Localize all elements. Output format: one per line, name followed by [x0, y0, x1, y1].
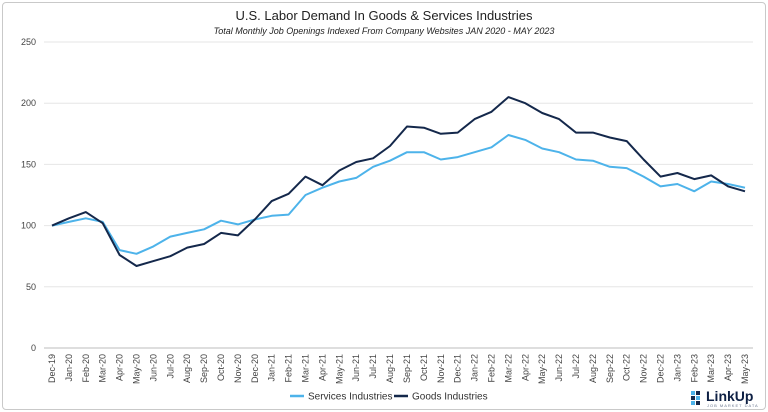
x-tick-label: Apr-22	[520, 354, 530, 381]
logo-tagline: JOB MARKET DATA	[707, 403, 759, 408]
y-tick-label: 100	[21, 221, 36, 231]
chart-subtitle: Total Monthly Job Openings Indexed From …	[213, 26, 555, 36]
x-tick-label: Apr-20	[115, 354, 125, 381]
legend: Services Industries Goods Industries	[290, 392, 488, 403]
series-lines	[51, 96, 746, 267]
x-tick-label: Jun-21	[351, 354, 361, 382]
x-tick-label: Dec-21	[453, 354, 463, 383]
x-tick-label: May-20	[132, 354, 142, 384]
y-tick-label: 250	[21, 37, 36, 47]
x-axis-ticks: Dec-19 Jan-20 Feb-20 Mar-20 Apr-20 May-20 Jun-…	[47, 354, 750, 384]
x-tick-label: Feb-21	[284, 354, 294, 383]
x-tick-label: Mar-23	[706, 354, 716, 383]
x-tick-label: May-23	[740, 354, 750, 384]
x-tick-label: Apr-21	[317, 354, 327, 381]
x-tick-label: Oct-20	[216, 354, 226, 381]
x-tick-label: Feb-23	[689, 354, 699, 383]
x-tick-label: Jan-22	[470, 354, 480, 382]
x-tick-label: Aug-22	[588, 354, 598, 383]
y-tick-label: 50	[26, 282, 36, 292]
x-tick-label: Oct-21	[419, 354, 429, 381]
y-tick-label: 200	[21, 98, 36, 108]
chart-title: U.S. Labor Demand In Goods & Services In…	[235, 8, 533, 23]
x-tick-label: Aug-21	[385, 354, 395, 383]
x-tick-label: Aug-20	[182, 354, 192, 383]
x-tick-label: Nov-20	[233, 354, 243, 383]
x-tick-label: Apr-23	[723, 354, 733, 381]
x-tick-label: Dec-20	[250, 354, 260, 383]
linkup-logo-icon	[691, 391, 700, 405]
x-tick-label: Dec-22	[655, 354, 665, 383]
grid-lines	[44, 41, 753, 349]
y-axis-ticks: 0 50 100 150 200 250	[21, 37, 36, 353]
x-tick-label: May-21	[334, 354, 344, 384]
x-tick-label: Mar-21	[301, 354, 311, 383]
x-tick-label: Sep-20	[199, 354, 209, 383]
logo-text: LinkUp	[706, 388, 754, 404]
x-tick-label: Jan-21	[267, 354, 277, 382]
x-tick-label: Mar-20	[98, 354, 108, 383]
x-tick-label: Oct-22	[622, 354, 632, 381]
legend-label: Services Industries	[308, 392, 392, 403]
y-tick-label: 0	[31, 343, 36, 353]
x-tick-label: Jul-20	[165, 354, 175, 379]
series-line-services	[51, 134, 746, 255]
x-tick-label: Jan-23	[672, 354, 682, 382]
x-tick-label: Mar-22	[503, 354, 513, 383]
y-tick-label: 150	[21, 159, 36, 169]
x-tick-label: Jun-20	[148, 354, 158, 382]
x-tick-label: May-22	[537, 354, 547, 384]
x-tick-label: Jul-21	[368, 354, 378, 379]
legend-label: Goods Industries	[412, 392, 488, 403]
x-tick-label: Sep-22	[605, 354, 615, 383]
x-tick-label: Nov-22	[639, 354, 649, 383]
x-tick-label: Jan-20	[64, 354, 74, 382]
x-tick-label: Jul-22	[571, 354, 581, 379]
x-tick-label: Sep-21	[402, 354, 412, 383]
x-tick-label: Dec-19	[47, 354, 57, 383]
series-line-goods	[51, 96, 746, 267]
x-tick-label: Feb-22	[486, 354, 496, 383]
x-tick-label: Nov-21	[436, 354, 446, 383]
x-tick-label: Feb-20	[81, 354, 91, 383]
x-tick-label: Jun-22	[554, 354, 564, 382]
